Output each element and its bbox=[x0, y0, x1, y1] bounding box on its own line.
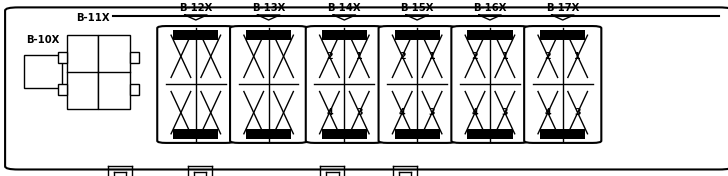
FancyBboxPatch shape bbox=[451, 26, 529, 143]
Bar bbox=[322, 129, 367, 139]
Text: B-13X: B-13X bbox=[252, 3, 285, 13]
Text: B-16X: B-16X bbox=[473, 3, 507, 13]
FancyBboxPatch shape bbox=[157, 26, 234, 143]
Text: 4: 4 bbox=[472, 108, 478, 117]
Text: 2: 2 bbox=[545, 52, 551, 61]
Text: 1: 1 bbox=[429, 52, 435, 61]
Text: 1: 1 bbox=[502, 52, 508, 61]
FancyBboxPatch shape bbox=[5, 7, 728, 169]
Bar bbox=[58, 52, 67, 63]
Bar bbox=[540, 129, 585, 139]
Text: B-17X: B-17X bbox=[546, 3, 579, 13]
Text: 2: 2 bbox=[399, 52, 405, 61]
Bar bbox=[322, 30, 367, 40]
Bar bbox=[98, 35, 130, 109]
Bar bbox=[540, 30, 585, 40]
Bar bbox=[173, 129, 218, 139]
Text: 3: 3 bbox=[574, 108, 581, 117]
Text: B-10X: B-10X bbox=[26, 36, 60, 45]
Bar bbox=[67, 35, 98, 109]
Text: 2: 2 bbox=[472, 52, 478, 61]
FancyBboxPatch shape bbox=[379, 26, 456, 143]
Text: 4: 4 bbox=[545, 108, 551, 117]
Bar bbox=[467, 30, 513, 40]
Bar bbox=[246, 30, 291, 40]
Text: 1: 1 bbox=[574, 52, 581, 61]
Text: B-14X: B-14X bbox=[328, 3, 361, 13]
Text: 1: 1 bbox=[356, 52, 363, 61]
Bar bbox=[467, 129, 513, 139]
Text: B-12X: B-12X bbox=[179, 3, 213, 13]
Bar bbox=[130, 84, 139, 95]
Text: 3: 3 bbox=[429, 108, 435, 117]
Text: 4: 4 bbox=[326, 108, 333, 117]
Bar bbox=[246, 129, 291, 139]
Bar bbox=[130, 52, 139, 63]
Bar bbox=[173, 30, 218, 40]
Text: 3: 3 bbox=[502, 108, 508, 117]
Bar bbox=[24, 55, 62, 88]
Bar bbox=[395, 30, 440, 40]
FancyBboxPatch shape bbox=[524, 26, 601, 143]
Text: 3: 3 bbox=[356, 108, 363, 117]
FancyBboxPatch shape bbox=[230, 26, 307, 143]
Text: B-15X: B-15X bbox=[400, 3, 434, 13]
Bar bbox=[58, 84, 67, 95]
Text: 2: 2 bbox=[326, 52, 333, 61]
Bar bbox=[395, 129, 440, 139]
Text: B-11X: B-11X bbox=[76, 14, 110, 23]
FancyBboxPatch shape bbox=[306, 26, 383, 143]
Text: 4: 4 bbox=[399, 108, 405, 117]
